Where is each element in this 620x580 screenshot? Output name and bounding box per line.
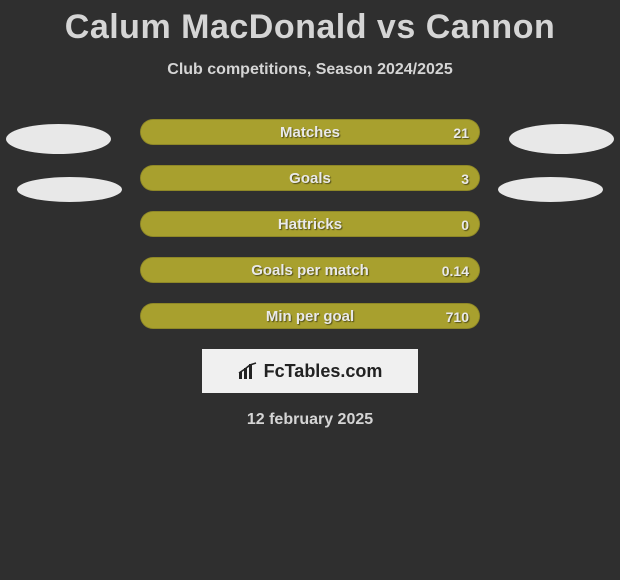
stat-row: Min per goal710 bbox=[140, 303, 480, 329]
stats-container: Matches21 Goals3 Hattricks0 Goals per match… bbox=[0, 119, 620, 329]
subtitle: Club competitions, Season 2024/2025 bbox=[0, 61, 620, 79]
brand-badge: FcTables.com bbox=[202, 349, 418, 393]
stat-label: Goals bbox=[141, 166, 479, 191]
brand-text: FcTables.com bbox=[264, 361, 383, 382]
stat-value-right: 0.14 bbox=[442, 258, 469, 283]
stat-row: Matches21 bbox=[140, 119, 480, 145]
stat-label: Hattricks bbox=[141, 212, 479, 237]
chart-icon bbox=[238, 362, 258, 380]
stat-row: Goals3 bbox=[140, 165, 480, 191]
page-title: Calum MacDonald vs Cannon bbox=[0, 0, 620, 47]
stat-value-right: 710 bbox=[446, 304, 469, 329]
stat-value-right: 21 bbox=[453, 120, 469, 145]
stat-row: Hattricks0 bbox=[140, 211, 480, 237]
stat-label: Goals per match bbox=[141, 258, 479, 283]
date-text: 12 february 2025 bbox=[0, 411, 620, 429]
stat-value-right: 3 bbox=[461, 166, 469, 191]
stat-label: Min per goal bbox=[141, 304, 479, 329]
stat-row: Goals per match0.14 bbox=[140, 257, 480, 283]
stat-value-right: 0 bbox=[461, 212, 469, 237]
stat-label: Matches bbox=[141, 120, 479, 145]
